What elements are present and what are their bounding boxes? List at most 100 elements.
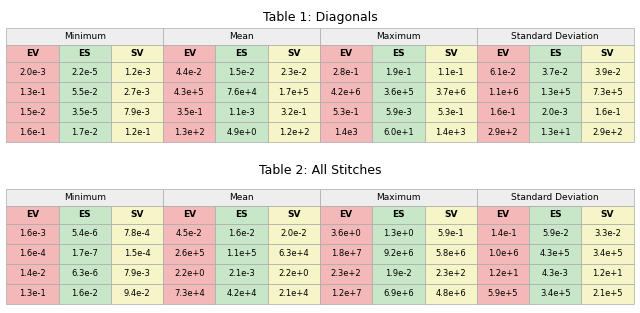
Bar bbox=[163, 244, 216, 264]
Bar bbox=[372, 206, 424, 223]
Bar bbox=[163, 206, 216, 223]
Text: 3.3e-2: 3.3e-2 bbox=[594, 229, 621, 238]
Text: 4.8e+6: 4.8e+6 bbox=[435, 289, 466, 298]
Bar bbox=[320, 189, 477, 206]
Text: 1.3e+0: 1.3e+0 bbox=[383, 229, 413, 238]
Bar bbox=[6, 244, 59, 264]
Text: 1.8e+7: 1.8e+7 bbox=[331, 249, 362, 258]
Text: ES: ES bbox=[392, 49, 404, 58]
Text: ES: ES bbox=[549, 49, 561, 58]
Text: SV: SV bbox=[601, 49, 614, 58]
Bar bbox=[581, 284, 634, 304]
Bar bbox=[268, 82, 320, 102]
Text: 1.2e+1: 1.2e+1 bbox=[488, 269, 518, 278]
Text: Table 2: All Stitches: Table 2: All Stitches bbox=[259, 164, 381, 177]
Text: 5.5e-2: 5.5e-2 bbox=[72, 88, 98, 97]
Text: 2.6e+5: 2.6e+5 bbox=[174, 249, 205, 258]
Bar bbox=[529, 45, 581, 63]
Text: 3.5e-5: 3.5e-5 bbox=[72, 108, 98, 117]
Bar bbox=[372, 122, 424, 142]
Text: 3.9e-2: 3.9e-2 bbox=[594, 68, 621, 77]
Bar bbox=[216, 45, 268, 63]
Text: 1.6e-1: 1.6e-1 bbox=[594, 108, 621, 117]
Text: 1.2e-1: 1.2e-1 bbox=[124, 128, 150, 137]
Text: 1.6e-1: 1.6e-1 bbox=[19, 128, 46, 137]
Bar bbox=[59, 122, 111, 142]
Bar bbox=[424, 82, 477, 102]
Bar bbox=[6, 102, 59, 122]
Text: 3.2e-1: 3.2e-1 bbox=[280, 108, 307, 117]
Text: 1.1e+5: 1.1e+5 bbox=[227, 249, 257, 258]
Bar bbox=[268, 45, 320, 63]
Text: Minimum: Minimum bbox=[64, 193, 106, 202]
Bar bbox=[320, 28, 477, 45]
Text: 4.3e+5: 4.3e+5 bbox=[174, 88, 205, 97]
Bar bbox=[268, 102, 320, 122]
Bar bbox=[320, 45, 372, 63]
Text: 1.6e-2: 1.6e-2 bbox=[72, 289, 98, 298]
Text: 1.3e-1: 1.3e-1 bbox=[19, 88, 46, 97]
Text: 1.5e-4: 1.5e-4 bbox=[124, 249, 150, 258]
Bar bbox=[529, 284, 581, 304]
Bar bbox=[6, 45, 59, 63]
Bar bbox=[6, 28, 163, 45]
Text: 3.4e+5: 3.4e+5 bbox=[540, 289, 570, 298]
Bar bbox=[477, 63, 529, 82]
Bar bbox=[372, 284, 424, 304]
Bar bbox=[529, 206, 581, 223]
Text: Table 1: Diagonals: Table 1: Diagonals bbox=[262, 11, 378, 24]
Text: 2.0e-3: 2.0e-3 bbox=[542, 108, 568, 117]
Bar bbox=[581, 63, 634, 82]
Text: ES: ES bbox=[236, 49, 248, 58]
Bar bbox=[268, 206, 320, 223]
Text: 3.7e+6: 3.7e+6 bbox=[435, 88, 466, 97]
Bar bbox=[581, 122, 634, 142]
Bar bbox=[111, 102, 163, 122]
Bar bbox=[477, 223, 529, 244]
Text: EV: EV bbox=[26, 49, 39, 58]
Bar bbox=[529, 264, 581, 284]
Text: 2.0e-3: 2.0e-3 bbox=[19, 68, 46, 77]
Text: 2.2e-5: 2.2e-5 bbox=[72, 68, 98, 77]
Bar bbox=[268, 223, 320, 244]
Text: 4.3e+5: 4.3e+5 bbox=[540, 249, 570, 258]
Bar bbox=[163, 189, 320, 206]
Text: 5.3e-1: 5.3e-1 bbox=[333, 108, 360, 117]
Text: 4.2e+6: 4.2e+6 bbox=[331, 88, 362, 97]
Text: SV: SV bbox=[444, 49, 458, 58]
Bar bbox=[59, 264, 111, 284]
Text: 6.1e-2: 6.1e-2 bbox=[490, 68, 516, 77]
Bar bbox=[111, 122, 163, 142]
Bar bbox=[320, 284, 372, 304]
Bar bbox=[216, 244, 268, 264]
Bar bbox=[320, 223, 372, 244]
Text: ES: ES bbox=[79, 210, 91, 219]
Text: SV: SV bbox=[287, 210, 301, 219]
Text: 1.1e+6: 1.1e+6 bbox=[488, 88, 518, 97]
Bar bbox=[6, 82, 59, 102]
Text: 1.4e3: 1.4e3 bbox=[334, 128, 358, 137]
Bar bbox=[216, 223, 268, 244]
Text: SV: SV bbox=[287, 49, 301, 58]
Text: 1.4e-1: 1.4e-1 bbox=[490, 229, 516, 238]
Text: 5.8e+6: 5.8e+6 bbox=[435, 249, 466, 258]
Bar bbox=[111, 63, 163, 82]
Bar bbox=[372, 82, 424, 102]
Text: 4.3e-3: 4.3e-3 bbox=[542, 269, 568, 278]
Bar bbox=[320, 264, 372, 284]
Bar bbox=[163, 264, 216, 284]
Bar bbox=[216, 264, 268, 284]
Text: EV: EV bbox=[340, 49, 353, 58]
Bar bbox=[320, 244, 372, 264]
Bar bbox=[59, 102, 111, 122]
Bar bbox=[477, 82, 529, 102]
Text: 1.2e+7: 1.2e+7 bbox=[331, 289, 362, 298]
Text: 1.4e-2: 1.4e-2 bbox=[19, 269, 46, 278]
Text: 1.7e-7: 1.7e-7 bbox=[72, 249, 98, 258]
Text: 1.7e+5: 1.7e+5 bbox=[278, 88, 309, 97]
Text: 1.2e+2: 1.2e+2 bbox=[278, 128, 309, 137]
Bar bbox=[581, 45, 634, 63]
Text: ES: ES bbox=[392, 210, 404, 219]
Text: 5.4e-6: 5.4e-6 bbox=[72, 229, 98, 238]
Text: 3.6e+0: 3.6e+0 bbox=[331, 229, 362, 238]
